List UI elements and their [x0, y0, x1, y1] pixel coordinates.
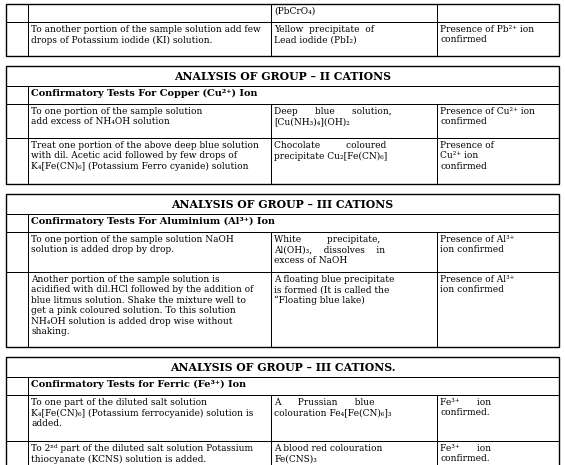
Text: To one part of the diluted salt solution
K₄[Fe(CN)₆] (Potassium ferrocyanide) so: To one part of the diluted salt solution…: [31, 398, 254, 428]
Text: To one portion of the sample solution NaOH
solution is added drop by drop.: To one portion of the sample solution Na…: [31, 235, 234, 254]
Text: ANALYSIS OF GROUP – II CATIONS: ANALYSIS OF GROUP – II CATIONS: [174, 71, 391, 81]
Bar: [437, 395, 559, 441]
Text: Presence of Cu²⁺ ion
confirmed: Presence of Cu²⁺ ion confirmed: [440, 107, 536, 126]
Text: Fe³⁺      ion
confirmed.: Fe³⁺ ion confirmed.: [440, 444, 492, 464]
Bar: [6, 377, 28, 395]
Bar: [6, 86, 28, 104]
Bar: [437, 22, 559, 56]
Bar: [6, 194, 559, 347]
Text: To another portion of the sample solution add few
drops of Potassium iodide (KI): To another portion of the sample solutio…: [31, 25, 261, 45]
Text: (PbCrO₄): (PbCrO₄): [275, 7, 316, 16]
Bar: [437, 138, 559, 184]
Bar: [437, 232, 559, 272]
Text: A floating blue precipitate
is formed (It is called the
“Floating blue lake): A floating blue precipitate is formed (I…: [275, 275, 395, 305]
Text: Confirmatory Tests For Copper (Cu²⁺) Ion: Confirmatory Tests For Copper (Cu²⁺) Ion: [31, 89, 258, 98]
Text: Presence of Pb²⁺ ion
confirmed: Presence of Pb²⁺ ion confirmed: [440, 25, 534, 44]
Bar: [28, 441, 271, 465]
Bar: [28, 395, 271, 441]
Text: To 2ⁿᵈ part of the diluted salt solution Potassium
thiocyanate (KCNS) solution i: To 2ⁿᵈ part of the diluted salt solution…: [31, 444, 253, 464]
Text: Fe³⁺      ion
confirmed.: Fe³⁺ ion confirmed.: [440, 398, 492, 418]
Text: To one portion of the sample solution
add excess of NH₄OH solution: To one portion of the sample solution ad…: [31, 107, 202, 126]
Text: Yellow  precipitate  of
Lead iodide (PbI₂): Yellow precipitate of Lead iodide (PbI₂): [275, 25, 375, 44]
Bar: [271, 138, 437, 184]
Bar: [6, 22, 28, 56]
Bar: [6, 194, 559, 214]
Bar: [6, 104, 28, 138]
Bar: [6, 4, 559, 56]
Bar: [6, 138, 28, 184]
Text: White         precipitate,
Al(OH)₃,    dissolves    in
excess of NaOH: White precipitate, Al(OH)₃, dissolves in…: [275, 235, 385, 265]
Bar: [6, 377, 559, 395]
Bar: [28, 104, 271, 138]
Bar: [437, 104, 559, 138]
Text: ANALYSIS OF GROUP – III CATIONS.: ANALYSIS OF GROUP – III CATIONS.: [170, 361, 396, 372]
Bar: [271, 4, 437, 22]
Text: Presence of
Cu²⁺ ion
confirmed: Presence of Cu²⁺ ion confirmed: [440, 141, 494, 171]
Text: Confirmatory Tests for Ferric (Fe³⁺) Ion: Confirmatory Tests for Ferric (Fe³⁺) Ion: [31, 380, 246, 389]
Text: A blood red colouration
Fe(CNS)₃: A blood red colouration Fe(CNS)₃: [275, 444, 383, 464]
Bar: [271, 441, 437, 465]
Bar: [6, 272, 28, 347]
Bar: [6, 66, 559, 86]
Text: Chocolate         coloured
precipitate Cu₂[Fe(CN)₆]: Chocolate coloured precipitate Cu₂[Fe(CN…: [275, 141, 388, 160]
Bar: [6, 86, 559, 104]
Text: Presence of Al³⁺
ion confirmed: Presence of Al³⁺ ion confirmed: [440, 275, 515, 294]
Bar: [6, 441, 28, 465]
Bar: [28, 272, 271, 347]
Bar: [6, 395, 28, 441]
Bar: [28, 22, 271, 56]
Bar: [271, 22, 437, 56]
Text: Deep      blue      solution,
[Cu(NH₃)₄](OH)₂: Deep blue solution, [Cu(NH₃)₄](OH)₂: [275, 107, 392, 126]
Bar: [271, 395, 437, 441]
Bar: [6, 4, 28, 22]
Text: Presence of Al³⁺
ion confirmed: Presence of Al³⁺ ion confirmed: [440, 235, 515, 254]
Bar: [6, 66, 559, 184]
Bar: [28, 232, 271, 272]
Text: Confirmatory Tests For Aluminium (Al³⁺) Ion: Confirmatory Tests For Aluminium (Al³⁺) …: [31, 217, 275, 226]
Bar: [6, 232, 28, 272]
Bar: [437, 441, 559, 465]
Bar: [6, 357, 559, 377]
Bar: [28, 4, 271, 22]
Bar: [6, 214, 28, 232]
Bar: [28, 138, 271, 184]
Bar: [271, 232, 437, 272]
Bar: [437, 4, 559, 22]
Text: Treat one portion of the above deep blue solution
with dil. Acetic acid followed: Treat one portion of the above deep blue…: [31, 141, 259, 171]
Bar: [6, 214, 559, 232]
Text: Another portion of the sample solution is
acidified with dil.HCl followed by the: Another portion of the sample solution i…: [31, 275, 254, 336]
Bar: [271, 104, 437, 138]
Bar: [437, 272, 559, 347]
Text: A      Prussian      blue
colouration Fe₄[Fe(CN)₆]₃: A Prussian blue colouration Fe₄[Fe(CN)₆]…: [275, 398, 392, 418]
Bar: [271, 272, 437, 347]
Bar: [6, 357, 559, 465]
Text: ANALYSIS OF GROUP – III CATIONS: ANALYSIS OF GROUP – III CATIONS: [171, 199, 394, 210]
